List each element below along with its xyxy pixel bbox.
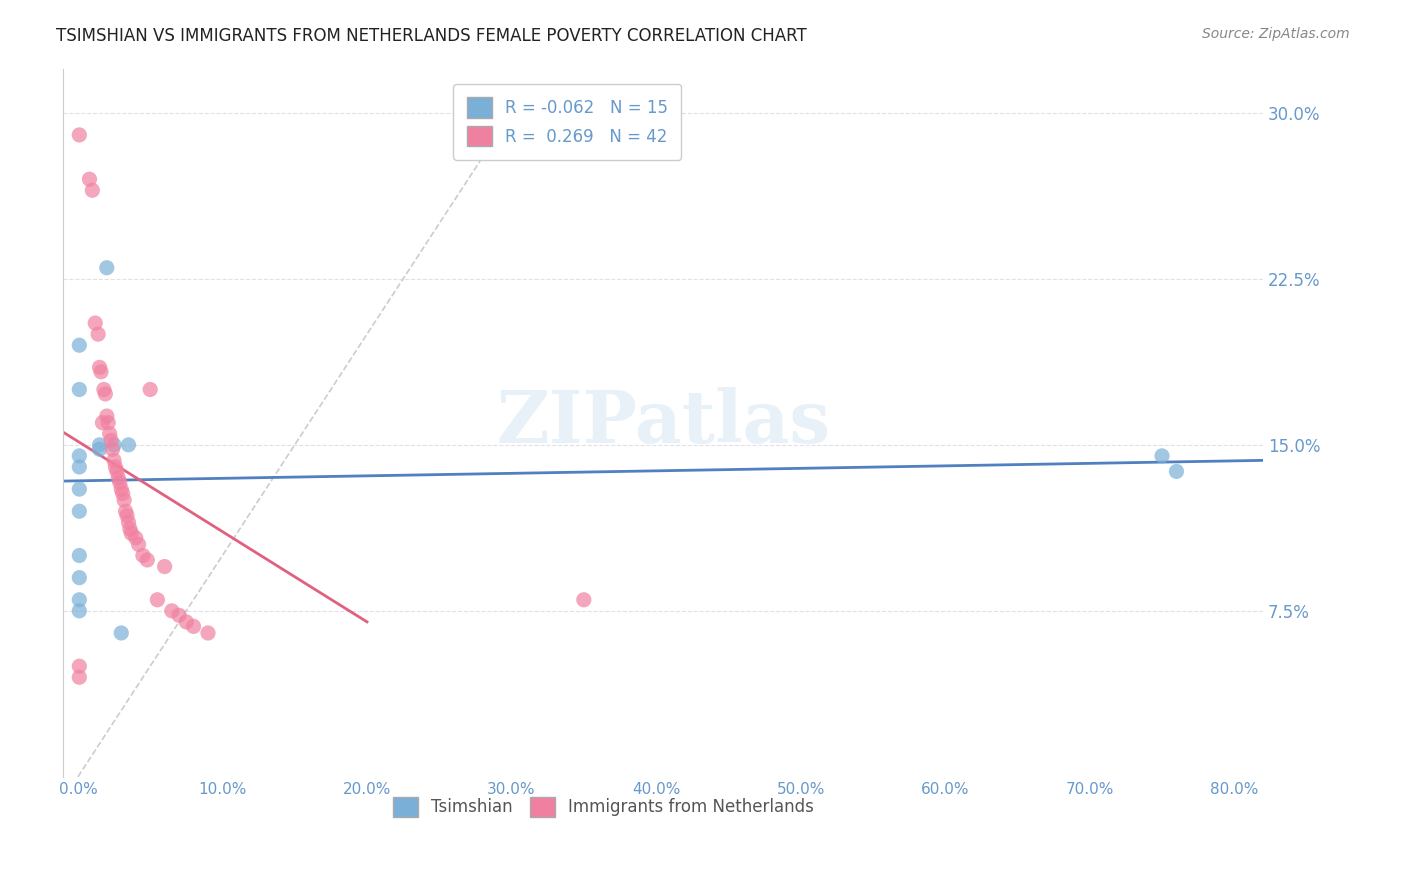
Point xyxy=(572,592,595,607)
Point xyxy=(111,486,134,500)
Point xyxy=(93,383,115,397)
Point xyxy=(67,460,90,475)
Point xyxy=(97,416,120,430)
Point xyxy=(176,615,198,629)
Point xyxy=(96,260,118,275)
Point xyxy=(67,504,90,518)
Point xyxy=(96,409,118,423)
Point xyxy=(67,383,90,397)
Point xyxy=(94,387,117,401)
Point xyxy=(90,365,112,379)
Point xyxy=(67,549,90,563)
Point xyxy=(67,338,90,352)
Point xyxy=(103,438,125,452)
Text: ZIPatlas: ZIPatlas xyxy=(496,387,831,458)
Point xyxy=(82,183,104,197)
Point xyxy=(117,516,139,530)
Text: TSIMSHIAN VS IMMIGRANTS FROM NETHERLANDS FEMALE POVERTY CORRELATION CHART: TSIMSHIAN VS IMMIGRANTS FROM NETHERLANDS… xyxy=(56,27,807,45)
Point xyxy=(87,327,110,342)
Point xyxy=(197,626,219,640)
Point xyxy=(84,316,107,330)
Point xyxy=(128,537,150,551)
Point xyxy=(105,464,128,478)
Point xyxy=(136,553,159,567)
Point xyxy=(67,449,90,463)
Point xyxy=(104,460,127,475)
Point xyxy=(125,531,148,545)
Point xyxy=(1150,449,1173,463)
Point xyxy=(67,592,90,607)
Point xyxy=(114,504,136,518)
Point xyxy=(120,526,142,541)
Point xyxy=(98,426,121,441)
Point xyxy=(89,438,111,452)
Point xyxy=(160,604,183,618)
Point xyxy=(89,442,111,457)
Point xyxy=(67,659,90,673)
Point xyxy=(79,172,101,186)
Point xyxy=(146,592,169,607)
Point xyxy=(115,508,138,523)
Point xyxy=(67,604,90,618)
Point xyxy=(167,608,190,623)
Point xyxy=(139,383,162,397)
Point xyxy=(110,626,132,640)
Point xyxy=(100,434,122,448)
Point xyxy=(107,471,129,485)
Point xyxy=(112,493,135,508)
Point xyxy=(183,619,205,633)
Point xyxy=(118,522,141,536)
Point xyxy=(101,442,124,457)
Point xyxy=(110,482,132,496)
Point xyxy=(153,559,176,574)
Point xyxy=(108,475,131,490)
Text: Source: ZipAtlas.com: Source: ZipAtlas.com xyxy=(1202,27,1350,41)
Legend: Tsimshian, Immigrants from Netherlands: Tsimshian, Immigrants from Netherlands xyxy=(385,789,823,825)
Point xyxy=(67,128,90,142)
Point xyxy=(103,453,125,467)
Point xyxy=(132,549,155,563)
Point xyxy=(67,482,90,496)
Point xyxy=(67,571,90,585)
Point xyxy=(67,670,90,684)
Point xyxy=(1166,464,1188,478)
Point xyxy=(89,360,111,375)
Point xyxy=(91,416,114,430)
Point xyxy=(117,438,139,452)
